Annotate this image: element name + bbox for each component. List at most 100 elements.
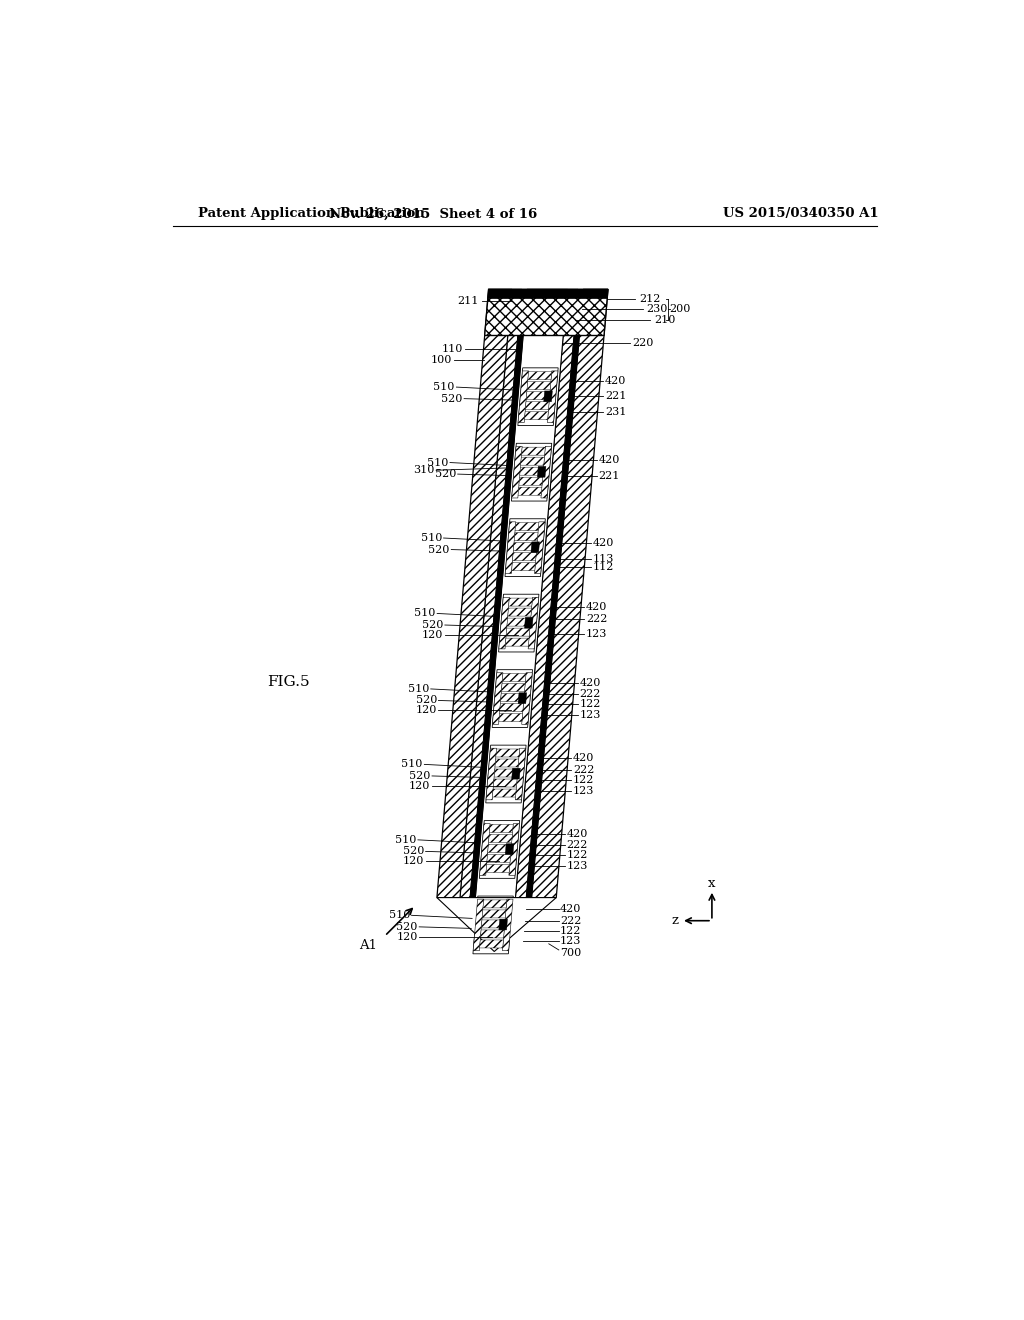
Polygon shape <box>499 714 522 722</box>
Text: 420: 420 <box>566 829 588 838</box>
Text: 120: 120 <box>422 630 443 640</box>
Text: 420: 420 <box>560 904 582 915</box>
Text: 510: 510 <box>388 911 410 920</box>
Text: 222: 222 <box>560 916 582 925</box>
Text: 420: 420 <box>592 539 613 548</box>
Polygon shape <box>531 289 608 898</box>
Text: 520: 520 <box>396 921 418 932</box>
Text: 510: 510 <box>421 533 442 543</box>
Text: 520: 520 <box>410 771 430 781</box>
Text: 210: 210 <box>654 315 676 325</box>
Polygon shape <box>438 898 555 952</box>
Text: 520: 520 <box>428 545 450 554</box>
Polygon shape <box>530 543 540 553</box>
Text: 222: 222 <box>566 841 588 850</box>
Text: 420: 420 <box>599 455 620 465</box>
Text: 230: 230 <box>646 305 668 314</box>
Text: 200: 200 <box>670 305 691 314</box>
Polygon shape <box>481 920 505 928</box>
Text: 123: 123 <box>586 630 607 639</box>
Text: 120: 120 <box>416 705 437 715</box>
Text: 122: 122 <box>566 850 588 861</box>
Polygon shape <box>512 768 520 779</box>
Text: 222: 222 <box>586 614 607 624</box>
Polygon shape <box>479 940 504 948</box>
Polygon shape <box>515 289 578 898</box>
Polygon shape <box>521 447 545 455</box>
Text: 221: 221 <box>605 391 627 401</box>
Text: 100: 100 <box>431 355 453 366</box>
Text: 510: 510 <box>401 759 423 770</box>
Polygon shape <box>548 371 558 422</box>
Polygon shape <box>515 523 539 531</box>
Text: 520: 520 <box>416 696 437 705</box>
Polygon shape <box>526 289 584 898</box>
Polygon shape <box>437 898 556 952</box>
Polygon shape <box>505 843 514 854</box>
Polygon shape <box>480 929 504 939</box>
Polygon shape <box>525 401 549 409</box>
Polygon shape <box>541 446 552 498</box>
Polygon shape <box>473 896 513 954</box>
Polygon shape <box>511 444 552 502</box>
Text: 420: 420 <box>580 677 601 688</box>
Polygon shape <box>528 372 552 380</box>
Text: 510: 510 <box>433 381 455 392</box>
Polygon shape <box>502 684 525 692</box>
Text: A1: A1 <box>359 939 377 952</box>
Polygon shape <box>512 446 522 498</box>
Polygon shape <box>508 609 531 616</box>
Polygon shape <box>487 289 608 298</box>
Text: Patent Application Publication: Patent Application Publication <box>199 207 425 220</box>
Polygon shape <box>544 391 552 401</box>
Polygon shape <box>515 748 526 800</box>
Polygon shape <box>470 289 527 898</box>
Polygon shape <box>501 693 524 701</box>
Polygon shape <box>509 824 519 875</box>
Polygon shape <box>496 748 519 756</box>
Text: 222: 222 <box>580 689 601 700</box>
Text: 510: 510 <box>427 458 449 467</box>
Polygon shape <box>513 553 537 561</box>
Polygon shape <box>495 759 519 767</box>
Polygon shape <box>518 371 528 422</box>
Polygon shape <box>507 618 530 626</box>
Polygon shape <box>518 368 558 425</box>
Polygon shape <box>503 899 513 950</box>
Text: Nov. 26, 2015  Sheet 4 of 16: Nov. 26, 2015 Sheet 4 of 16 <box>329 207 538 220</box>
Polygon shape <box>482 909 506 917</box>
Text: 420: 420 <box>586 602 607 612</box>
Text: 123: 123 <box>560 936 582 946</box>
Polygon shape <box>475 289 567 898</box>
Text: 211: 211 <box>458 296 478 306</box>
Text: 220: 220 <box>633 338 654 348</box>
Polygon shape <box>495 770 518 777</box>
Text: 420: 420 <box>573 754 594 763</box>
Polygon shape <box>494 779 517 787</box>
Polygon shape <box>506 628 529 636</box>
Text: x: x <box>709 878 716 890</box>
Text: 120: 120 <box>396 932 418 942</box>
Text: z: z <box>672 915 679 927</box>
Text: FIG.5: FIG.5 <box>267 675 310 689</box>
Polygon shape <box>526 392 550 400</box>
Text: 510: 510 <box>408 684 429 694</box>
Polygon shape <box>479 821 519 878</box>
Text: 123: 123 <box>580 710 601 721</box>
Text: 520: 520 <box>402 846 424 857</box>
Text: 510: 510 <box>395 834 417 845</box>
Text: 113: 113 <box>592 554 613 564</box>
Polygon shape <box>538 466 546 478</box>
Polygon shape <box>519 478 543 486</box>
Text: 112: 112 <box>592 561 613 572</box>
Text: 221: 221 <box>599 471 620 480</box>
Polygon shape <box>493 669 532 727</box>
Polygon shape <box>524 412 548 420</box>
Polygon shape <box>489 825 513 833</box>
Polygon shape <box>512 562 536 570</box>
Polygon shape <box>460 289 521 898</box>
Polygon shape <box>505 521 516 573</box>
Polygon shape <box>486 865 510 873</box>
Polygon shape <box>479 824 490 875</box>
Polygon shape <box>509 598 532 606</box>
